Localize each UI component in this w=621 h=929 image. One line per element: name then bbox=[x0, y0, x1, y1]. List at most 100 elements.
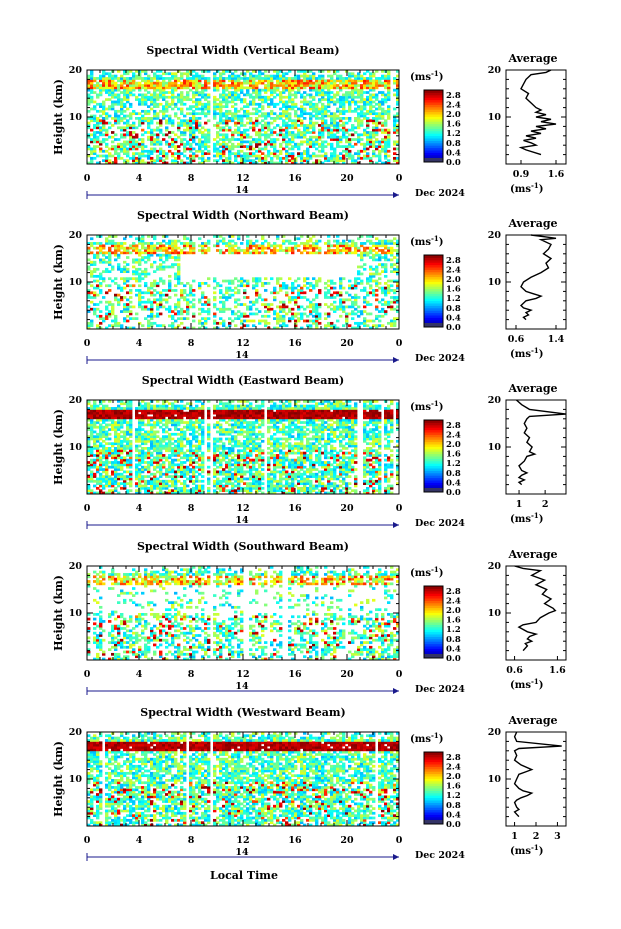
heatmap-cell bbox=[381, 77, 385, 80]
heatmap-cell bbox=[396, 242, 400, 245]
heatmap-cell bbox=[315, 324, 319, 328]
heatmap-cell bbox=[273, 86, 277, 90]
heatmap-cell bbox=[291, 317, 295, 320]
heatmap-cell bbox=[180, 282, 184, 285]
heatmap-cell bbox=[195, 135, 199, 139]
heatmap-cell bbox=[132, 93, 136, 97]
heatmap-cell bbox=[393, 321, 397, 325]
heatmap-cell bbox=[363, 86, 367, 90]
heatmap-cell bbox=[243, 135, 247, 139]
heatmap-cell bbox=[192, 126, 196, 130]
heatmap-cell bbox=[207, 95, 211, 99]
heatmap-cell bbox=[90, 454, 94, 457]
heatmap-cell bbox=[192, 95, 196, 99]
heatmap-cell bbox=[279, 300, 283, 304]
heatmap-cell bbox=[333, 244, 337, 248]
heatmap-cell bbox=[96, 407, 100, 410]
heatmap-cell bbox=[213, 298, 217, 302]
heatmap-cell bbox=[126, 126, 130, 130]
heatmap-cell bbox=[156, 324, 160, 328]
heatmap-cell bbox=[300, 242, 304, 245]
heatmap-cell bbox=[228, 109, 232, 113]
heatmap-cell bbox=[207, 246, 211, 250]
heatmap-cell bbox=[225, 138, 229, 141]
heatmap-cell bbox=[366, 324, 370, 328]
heatmap-cell bbox=[294, 84, 298, 87]
heatmap-cell bbox=[315, 312, 319, 316]
heatmap-cell bbox=[357, 84, 361, 87]
heatmap-cell bbox=[312, 98, 316, 101]
heatmap-cell bbox=[102, 246, 106, 250]
heatmap-cell bbox=[201, 152, 205, 155]
heatmap-cell bbox=[150, 317, 154, 320]
heatmap-cell bbox=[252, 91, 256, 94]
heatmap-cell bbox=[108, 312, 112, 316]
heatmap-cell bbox=[363, 77, 367, 80]
heatmap-cell bbox=[126, 407, 130, 410]
heatmap-cell bbox=[201, 91, 205, 94]
colorbar-segment bbox=[424, 145, 443, 149]
heatmap-cell bbox=[357, 272, 361, 276]
heatmap-cell bbox=[336, 131, 340, 134]
heatmap-cell bbox=[291, 131, 295, 134]
heatmap-cell bbox=[183, 242, 187, 245]
heatmap-cell bbox=[222, 321, 226, 325]
heatmap-cell bbox=[246, 244, 250, 248]
heatmap-cell bbox=[99, 475, 103, 478]
heatmap-cell bbox=[162, 324, 166, 328]
heatmap-cell bbox=[345, 291, 349, 295]
heatmap-cell bbox=[330, 145, 334, 148]
heatmap-cell bbox=[264, 251, 268, 255]
heatmap-cell bbox=[339, 298, 343, 302]
heatmap-cell bbox=[246, 246, 250, 250]
heatmap-cell bbox=[108, 432, 112, 436]
heatmap-cell bbox=[192, 159, 196, 163]
colorbar-segment bbox=[424, 293, 443, 297]
heatmap-cell bbox=[147, 124, 151, 127]
colorbar-segment bbox=[424, 102, 443, 105]
x-tick-label: 20 bbox=[340, 173, 354, 184]
heatmap-cell bbox=[345, 109, 349, 113]
heatmap-cell bbox=[168, 253, 172, 257]
heatmap-cell bbox=[297, 244, 301, 248]
heatmap-cell bbox=[147, 156, 151, 160]
heatmap-cell bbox=[159, 246, 163, 250]
heatmap-cell bbox=[297, 289, 301, 292]
heatmap-cell bbox=[174, 277, 178, 281]
heatmap-cell bbox=[264, 95, 268, 99]
heatmap-cell bbox=[138, 274, 142, 278]
heatmap-cell bbox=[339, 314, 343, 318]
heatmap-cell bbox=[186, 317, 190, 320]
heatmap-cell bbox=[123, 95, 127, 99]
heatmap-cell bbox=[93, 126, 97, 130]
heatmap-cell bbox=[342, 249, 346, 252]
heatmap-cell bbox=[141, 244, 145, 248]
heatmap-cell bbox=[387, 154, 391, 158]
heatmap-cell bbox=[276, 102, 280, 106]
heatmap-cell bbox=[159, 121, 163, 125]
heatmap-cell bbox=[351, 91, 355, 94]
heatmap-cell bbox=[180, 100, 184, 104]
heatmap-cell bbox=[237, 246, 241, 250]
heatmap-cell bbox=[294, 77, 298, 80]
heatmap-cell bbox=[162, 159, 166, 163]
heatmap-cell bbox=[273, 74, 277, 78]
heatmap-cell bbox=[309, 102, 313, 106]
heatmap-cell bbox=[153, 86, 157, 90]
heatmap-cell bbox=[309, 319, 313, 323]
heatmap-cell bbox=[387, 79, 391, 83]
heatmap-cell bbox=[255, 307, 259, 311]
heatmap-cell bbox=[291, 286, 295, 290]
heatmap-cell bbox=[186, 282, 190, 285]
heatmap-cell bbox=[318, 314, 322, 318]
heatmap-cell bbox=[369, 135, 373, 139]
heatmap-cell bbox=[339, 307, 343, 311]
heatmap-cell bbox=[378, 253, 382, 257]
heatmap-cell bbox=[372, 258, 376, 262]
heatmap-cell bbox=[99, 402, 103, 406]
heatmap-cell bbox=[117, 449, 121, 453]
heatmap-cell bbox=[120, 468, 124, 471]
heatmap-cell bbox=[147, 307, 151, 311]
heatmap-cell bbox=[150, 149, 154, 153]
heatmap-cell bbox=[318, 277, 322, 281]
